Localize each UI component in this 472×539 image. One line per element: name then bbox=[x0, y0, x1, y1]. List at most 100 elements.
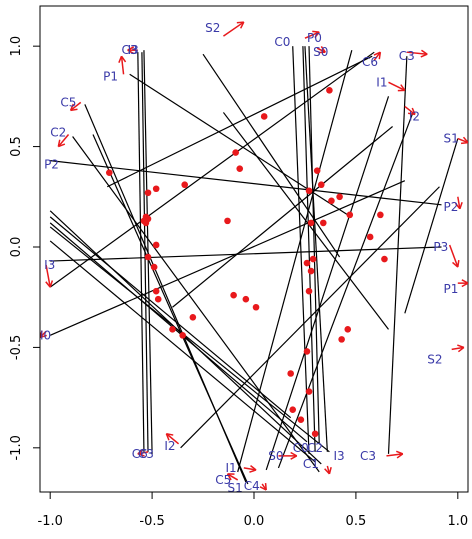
data-point bbox=[377, 211, 384, 219]
data-point bbox=[224, 217, 231, 225]
data-point bbox=[260, 113, 268, 120]
connector-line bbox=[50, 160, 442, 206]
data-point bbox=[144, 253, 152, 261]
point-label: P0 bbox=[307, 31, 322, 45]
connector-line bbox=[137, 52, 145, 452]
y-tick-label: -0.5 bbox=[9, 335, 24, 360]
connector-line bbox=[49, 226, 330, 453]
point-label: S1 bbox=[444, 132, 459, 146]
data-point bbox=[252, 303, 260, 311]
data-point bbox=[152, 287, 160, 295]
vector-arrow bbox=[118, 55, 127, 75]
y-tick-label: -1.0 bbox=[9, 435, 24, 460]
data-point bbox=[152, 185, 160, 193]
connector-line bbox=[172, 126, 393, 308]
vector-arrow bbox=[451, 344, 465, 353]
point-label: C3 bbox=[360, 449, 376, 463]
point-label: P2 bbox=[44, 158, 59, 172]
connector-line bbox=[387, 56, 408, 454]
vector-arrow bbox=[127, 46, 138, 55]
vector-arrow bbox=[324, 465, 332, 475]
point-label: P1 bbox=[103, 69, 118, 83]
connector-line bbox=[50, 246, 442, 262]
data-point bbox=[140, 217, 148, 225]
point-label: C6 bbox=[132, 447, 148, 461]
data-point bbox=[311, 430, 319, 438]
data-point bbox=[336, 193, 343, 201]
data-point bbox=[307, 267, 315, 275]
point-label: I3 bbox=[128, 43, 139, 57]
connector-line bbox=[302, 46, 316, 452]
point-label: I3 bbox=[44, 258, 55, 272]
y-tick-label: 0.0 bbox=[9, 237, 24, 258]
point-label: C3 bbox=[138, 447, 154, 461]
point-label: P2 bbox=[444, 200, 459, 214]
data-point bbox=[154, 295, 162, 303]
vector-arrow bbox=[45, 264, 54, 288]
data-point bbox=[289, 406, 297, 413]
x-tick-label: -0.5 bbox=[139, 514, 164, 529]
data-point bbox=[381, 255, 388, 263]
data-point bbox=[150, 263, 158, 271]
data-point bbox=[317, 181, 325, 189]
vector-arrow bbox=[165, 433, 180, 445]
x-tick-label: 0.5 bbox=[346, 514, 367, 529]
data-point bbox=[242, 295, 250, 303]
data-point bbox=[181, 181, 189, 189]
vector-arrow bbox=[243, 465, 257, 473]
data-point bbox=[179, 332, 186, 339]
point-label: P1 bbox=[444, 282, 459, 296]
point-label: C5 bbox=[60, 95, 76, 109]
vector-arrow bbox=[404, 105, 416, 116]
data-point bbox=[152, 241, 160, 249]
point-label: S2 bbox=[205, 21, 220, 35]
data-point bbox=[303, 348, 311, 355]
vector-arrow bbox=[448, 244, 460, 268]
connector-line bbox=[49, 216, 292, 419]
connector-line bbox=[308, 46, 320, 444]
connector-line bbox=[292, 46, 310, 454]
x-tick-label: 0.0 bbox=[244, 514, 265, 529]
data-point bbox=[305, 287, 313, 295]
vector-arrow bbox=[316, 46, 326, 54]
vector-arrow bbox=[388, 81, 406, 92]
vector-arrow bbox=[69, 101, 82, 112]
data-point bbox=[287, 370, 294, 377]
connector-line bbox=[237, 50, 353, 473]
point-label: P3 bbox=[433, 240, 448, 254]
data-point bbox=[105, 169, 113, 176]
data-point bbox=[144, 189, 152, 197]
x-tick-label: 1.0 bbox=[447, 514, 468, 529]
point-label: C4 bbox=[244, 479, 260, 493]
point-label: I1 bbox=[225, 461, 236, 475]
data-point bbox=[230, 291, 237, 299]
y-axis: -1.0 -0.5 0.0 0.5 1.0 bbox=[9, 36, 41, 461]
vector-arrow bbox=[457, 136, 468, 145]
vector-arrow bbox=[278, 451, 298, 460]
point-label: S2 bbox=[427, 352, 442, 366]
connector-line bbox=[265, 96, 390, 471]
point-label: I0 bbox=[40, 328, 51, 342]
vector-arrow bbox=[373, 51, 382, 61]
vector-arrow bbox=[406, 49, 428, 58]
point-layer bbox=[105, 87, 388, 438]
data-point bbox=[169, 326, 176, 333]
vector-arrow bbox=[57, 134, 70, 148]
data-point bbox=[328, 197, 335, 205]
data-point bbox=[319, 219, 327, 227]
arrow-layer bbox=[40, 21, 468, 491]
vector-arrow bbox=[223, 21, 245, 37]
data-point bbox=[303, 259, 311, 267]
point-label: I2 bbox=[409, 109, 420, 123]
y-tick-label: 0.5 bbox=[9, 136, 24, 157]
data-point bbox=[344, 326, 352, 333]
vector-arrow bbox=[226, 473, 239, 481]
connector-line bbox=[106, 55, 373, 188]
x-tick-label: -1.0 bbox=[38, 514, 63, 529]
point-label: S0 bbox=[313, 45, 328, 59]
point-label: S1 bbox=[228, 481, 243, 495]
vector-arrow bbox=[304, 30, 320, 39]
vector-arrow bbox=[137, 448, 149, 457]
